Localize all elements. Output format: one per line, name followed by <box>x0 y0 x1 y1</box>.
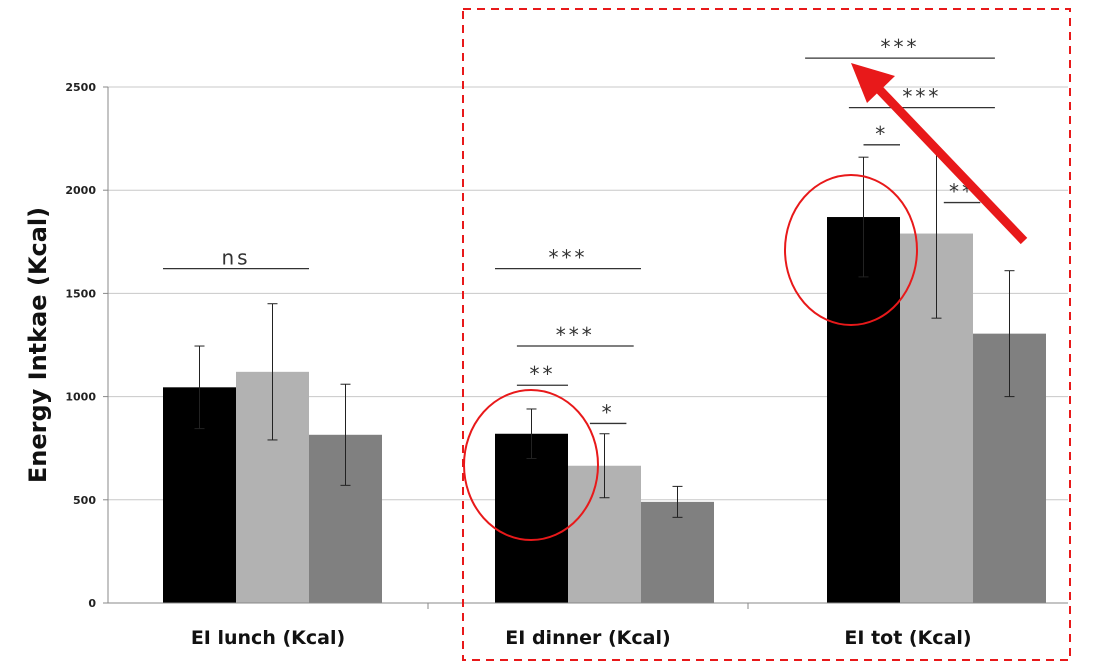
significance-label: *** <box>881 35 920 59</box>
highlight-circle-total <box>784 174 918 326</box>
bar <box>827 217 900 604</box>
highlight-dashed-box <box>462 8 1071 661</box>
annotations <box>462 8 1071 661</box>
y-tick-label: 1000 <box>65 391 96 404</box>
y-tick-label: 2000 <box>65 184 96 197</box>
y-axis: 0 500 1000 1500 2000 2500 <box>65 81 109 610</box>
arrow-head <box>851 63 895 103</box>
bars <box>163 217 1046 604</box>
x-category-label: EI tot (Kcal) <box>844 627 971 649</box>
significance-label: ns <box>221 246 250 270</box>
significance-label: *** <box>549 246 588 270</box>
y-tick-label: 2500 <box>65 81 96 94</box>
x-axis: EI lunch (Kcal) EI dinner (Kcal) EI tot (K… <box>108 602 1068 649</box>
significance-label: ** <box>529 362 555 386</box>
x-category-label: EI dinner (Kcal) <box>505 627 670 649</box>
y-tick-label: 1500 <box>65 287 96 300</box>
highlight-circle-dinner <box>463 389 599 541</box>
y-tick-label: 500 <box>73 494 96 507</box>
y-tick-label: 0 <box>88 597 96 610</box>
significance-label: *** <box>556 323 595 347</box>
significance-label: * <box>875 122 888 146</box>
significance-label: *** <box>902 85 941 109</box>
arrow-shaft <box>871 81 1028 245</box>
bar <box>495 433 568 603</box>
bar <box>641 501 714 603</box>
y-axis-label: Energy Intkae (Kcal) <box>24 207 52 483</box>
x-category-label: EI lunch (Kcal) <box>191 627 345 649</box>
significance-label: * <box>602 400 615 424</box>
